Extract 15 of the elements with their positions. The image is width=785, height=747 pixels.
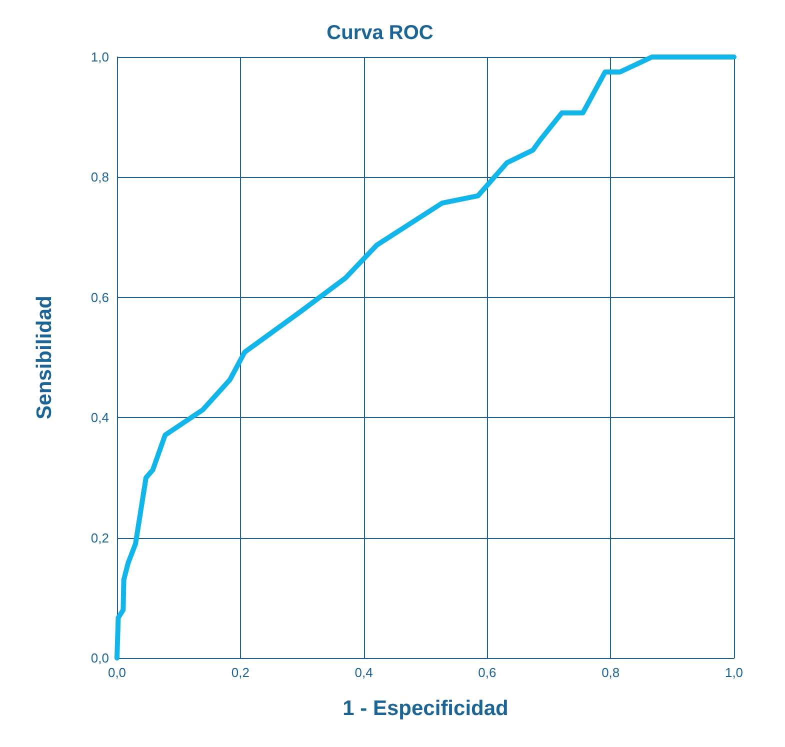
x-tick-label: 0,2 [231,665,250,680]
y-tick-label: 0,8 [90,170,109,185]
x-tick-label: 1,0 [724,665,744,680]
chart-title: Curva ROC [326,22,434,44]
x-tick-label: 0,6 [478,665,496,680]
x-axis-title: 1 - Especificidad [342,697,508,720]
y-tick-label: 1,0 [90,50,109,64]
x-tick-label: 0,0 [108,665,126,680]
x-tick-label: 0,8 [602,665,620,680]
x-tick-label: 0,4 [354,665,373,680]
y-tick-label: 0,2 [90,530,109,546]
y-tick-label: 0,0 [90,650,109,666]
y-axis-title: Sensibilidad [33,296,56,420]
y-tick-label: 0,4 [90,410,109,426]
y-tick-label: 0,6 [90,290,109,305]
